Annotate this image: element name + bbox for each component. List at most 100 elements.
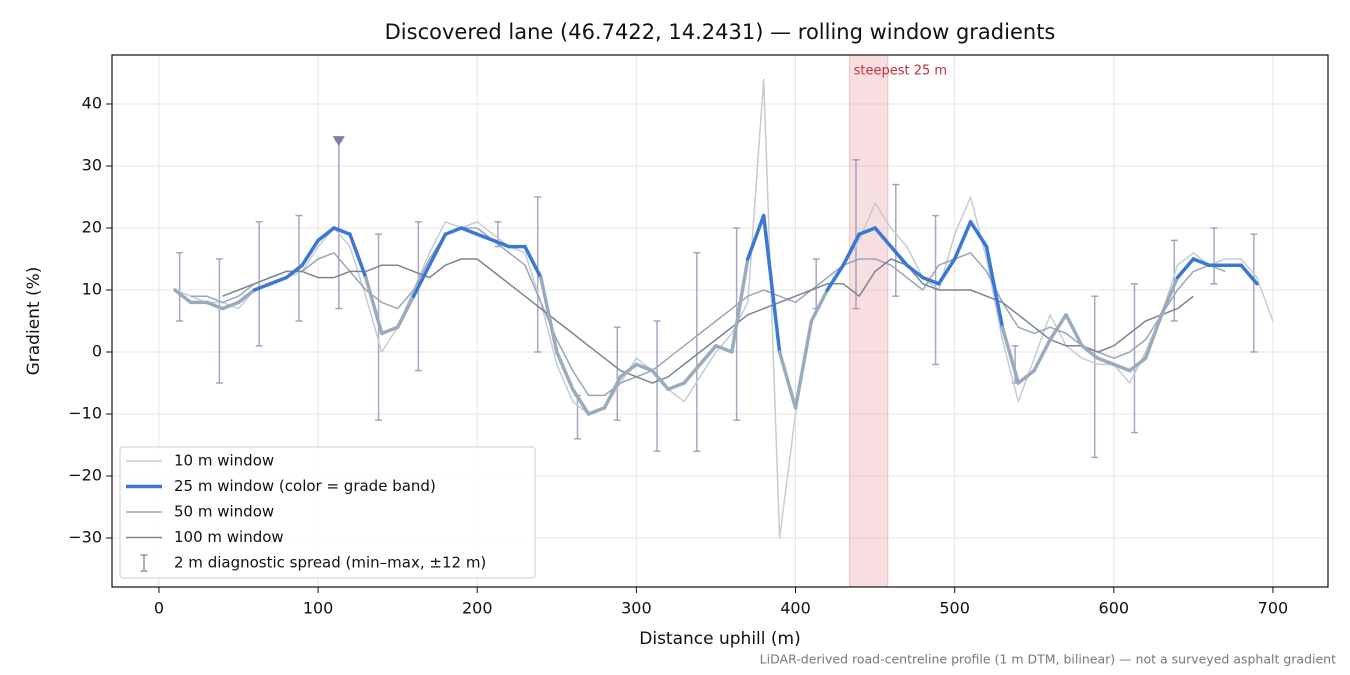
line-segment <box>491 238 511 249</box>
error-bar <box>1091 295 1099 459</box>
series-line <box>190 227 1226 397</box>
line-segment <box>570 387 591 416</box>
line-segment <box>1064 313 1084 348</box>
legend-label: 50 m window <box>174 503 274 521</box>
legend-box <box>119 446 536 579</box>
y-tick-label: 0 <box>92 342 102 361</box>
y-tick-label: 30 <box>82 155 102 174</box>
line-segment <box>1175 257 1196 280</box>
line-segment <box>921 275 941 286</box>
line-segment <box>777 350 798 410</box>
line-segment <box>395 294 416 329</box>
footnote: LiDAR-derived road-centreline profile (1… <box>760 652 1336 667</box>
error-bar <box>176 252 184 322</box>
line-segment <box>1032 337 1052 373</box>
line-segment <box>1016 368 1036 385</box>
line-segment <box>1080 344 1100 360</box>
line-segment <box>411 263 432 298</box>
line-segment <box>984 244 1005 329</box>
line-segment <box>316 226 336 243</box>
error-bar <box>613 326 621 421</box>
line-segment <box>793 319 814 410</box>
line-segment <box>427 232 448 267</box>
line-segment <box>300 238 320 267</box>
y-tick-label: 10 <box>82 279 102 298</box>
line-segment <box>602 375 623 410</box>
error-bar <box>414 221 422 372</box>
line-segment <box>714 344 734 354</box>
x-tick-label: 300 <box>621 599 652 618</box>
y-tick-label: 40 <box>82 93 102 112</box>
x-tick-label: 700 <box>1258 599 1289 618</box>
line-segment <box>555 350 575 391</box>
line-segment <box>1191 257 1212 267</box>
error-bar <box>653 320 661 452</box>
line-segment <box>1143 313 1164 360</box>
x-tick-label: 600 <box>1099 599 1130 618</box>
line-segment <box>746 213 766 261</box>
line-segment <box>539 275 559 354</box>
line-segment <box>634 362 655 373</box>
highlight-span <box>849 54 889 588</box>
line-segment <box>348 232 368 280</box>
line-segment <box>825 263 846 292</box>
plot-frame <box>111 54 1329 588</box>
line-segment <box>682 362 702 385</box>
x-axis-label: Distance uphill (m) <box>639 629 800 649</box>
y-tick-label: 20 <box>82 217 102 236</box>
y-tick-label: −30 <box>68 528 102 547</box>
error-bar <box>255 221 263 347</box>
line-segment <box>1127 356 1148 373</box>
line-segment <box>204 300 225 311</box>
highlight-marker <box>332 136 345 147</box>
line-segment <box>332 226 352 236</box>
legend-label: 25 m window (color = grade band) <box>174 477 436 495</box>
line-segment <box>889 244 909 267</box>
line-segment <box>379 325 400 336</box>
line-segment <box>936 257 957 286</box>
x-tick-label: 200 <box>462 599 493 618</box>
chart-title: Discovered lane (46.7422, 14.2431) — rol… <box>385 20 1056 44</box>
error-bar <box>1130 283 1138 434</box>
x-tick-label: 400 <box>780 599 811 618</box>
y-axis-label: Gradient (%) <box>24 267 44 376</box>
line-segment <box>857 226 877 236</box>
span-label: steepest 25 m <box>854 64 947 79</box>
legend-label: 10 m window <box>174 452 274 470</box>
error-bar <box>215 258 223 384</box>
line-segment <box>173 288 193 305</box>
x-tick-label: 0 <box>154 599 164 618</box>
y-tick-label: −20 <box>68 466 102 485</box>
line-segment <box>586 406 607 416</box>
line-segment <box>523 244 543 280</box>
error-bar <box>1210 227 1218 285</box>
legend-swatch <box>140 554 148 572</box>
line-segment <box>650 368 670 391</box>
y-tick-label: −10 <box>68 404 102 423</box>
line-segment <box>1112 362 1132 373</box>
line-segment <box>618 362 639 379</box>
legend-label: 2 m diagnostic spread (min–max, ±12 m) <box>174 554 486 572</box>
x-tick-label: 100 <box>303 599 334 618</box>
line-segment <box>1048 313 1068 342</box>
line-segment <box>236 288 257 305</box>
line-segment <box>968 220 989 249</box>
line-segment <box>905 263 925 280</box>
line-segment <box>1000 325 1021 385</box>
line-segment <box>252 282 273 292</box>
line-segment <box>475 232 495 243</box>
line-segment <box>1239 263 1259 286</box>
legend-label: 100 m window <box>174 528 284 546</box>
line-segment <box>730 257 750 354</box>
series-line <box>222 258 1194 384</box>
line-segment <box>1096 356 1116 367</box>
line-segment <box>666 381 686 391</box>
line-segment <box>841 232 861 267</box>
error-bar <box>852 159 860 310</box>
line-segment <box>443 226 464 236</box>
x-tick-label: 500 <box>939 599 970 618</box>
error-bar <box>932 214 940 366</box>
line-segment <box>364 275 384 336</box>
line-segment <box>284 263 304 280</box>
